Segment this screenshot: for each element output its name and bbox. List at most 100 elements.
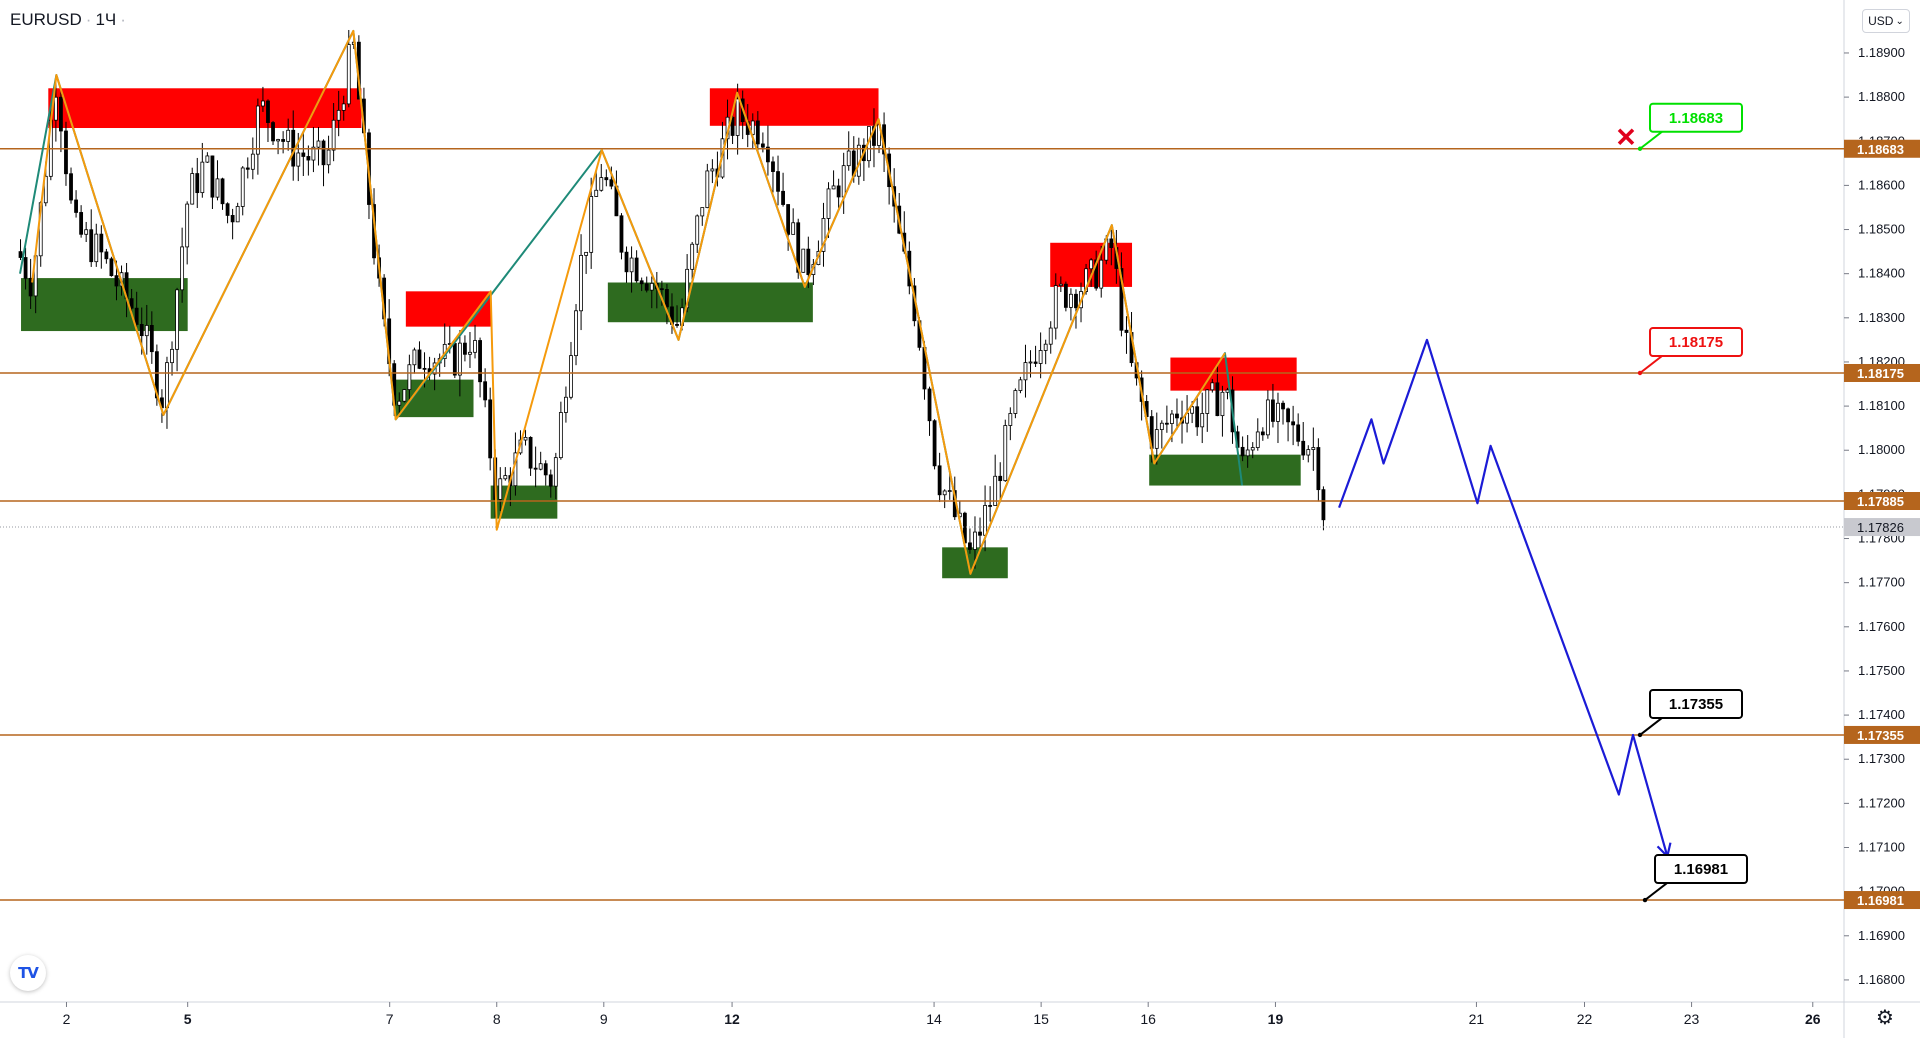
candle-body <box>74 199 78 213</box>
callout-label-4: 1.16981 <box>1674 861 1728 878</box>
candle-body <box>276 139 280 142</box>
candle-body <box>175 289 179 350</box>
x-tick-label-4: 9 <box>600 1011 608 1027</box>
level-tag-label-1: 1.18175 <box>1857 366 1904 381</box>
candle-body <box>18 251 23 258</box>
candle-body <box>690 243 695 270</box>
demand-zone-1 <box>21 278 188 332</box>
candle-body <box>271 122 275 142</box>
candle-body <box>1013 390 1018 414</box>
candle-body <box>296 152 301 167</box>
candle-body <box>245 167 250 170</box>
level-tag-1 <box>1844 363 1920 382</box>
candle-body <box>397 400 402 406</box>
callout-box-4 <box>1654 854 1748 885</box>
candle-body <box>79 212 84 235</box>
candle-body <box>983 505 987 536</box>
candle-body <box>766 146 770 163</box>
candle-body <box>488 399 493 459</box>
candle-body <box>1033 361 1038 364</box>
y-tick-label-17: 1.18500 <box>1858 222 1905 237</box>
demand-zone-6 <box>607 282 813 323</box>
candle-body <box>43 175 48 204</box>
candle-body <box>407 364 412 390</box>
y-tick-label-21: 1.18900 <box>1858 45 1905 60</box>
candle-body <box>659 288 664 291</box>
candle-body <box>806 248 811 275</box>
gear-icon[interactable]: ⚙ <box>1876 1005 1894 1029</box>
level-tag-label-3: 1.17355 <box>1857 728 1904 743</box>
candle-body <box>1260 431 1265 436</box>
candle-body <box>301 152 306 157</box>
candle-body <box>154 351 159 399</box>
candle-body <box>1255 431 1260 448</box>
candle-body <box>473 340 477 353</box>
level-tag-label-4: 1.16981 <box>1857 893 1904 908</box>
candle-body <box>346 44 351 105</box>
level-tag-3 <box>1844 725 1920 744</box>
candle-body <box>1240 446 1245 457</box>
candle-body <box>1190 406 1195 414</box>
candle-body <box>220 178 225 205</box>
y-tick-label-7: 1.17500 <box>1858 663 1905 678</box>
candle-body <box>1043 343 1048 351</box>
candle-body <box>564 396 568 413</box>
level-tag-2 <box>1844 492 1920 510</box>
chevron-down-icon: ⌄ <box>1895 15 1904 27</box>
candle-body <box>452 343 457 376</box>
currency-button[interactable]: USD ⌄ <box>1862 9 1910 33</box>
callout-box-0 <box>1649 102 1743 133</box>
candle-body <box>624 251 629 273</box>
candle-body <box>306 156 311 161</box>
candle-body <box>331 119 336 151</box>
candle-body <box>1018 379 1023 391</box>
candle-body <box>59 96 63 132</box>
candle-body <box>548 474 553 487</box>
candle-body <box>796 222 801 273</box>
x-tick-label-7: 15 <box>1033 1011 1049 1027</box>
supply-zone-5 <box>709 88 879 126</box>
candle-body <box>281 139 286 142</box>
y-tick-label-5: 1.17300 <box>1858 751 1905 766</box>
candle-body <box>165 362 169 409</box>
candle-body <box>23 257 28 279</box>
candle-body <box>69 173 73 201</box>
candle-body <box>1089 259 1094 270</box>
candle-body <box>649 283 654 291</box>
candle-body <box>498 478 503 500</box>
candle-body <box>200 161 205 194</box>
y-tick-label-12: 1.18000 <box>1858 442 1905 457</box>
candle-body <box>266 100 270 123</box>
candle-body <box>129 298 134 309</box>
candle-body <box>417 349 422 369</box>
candle-body <box>180 246 185 291</box>
candle-body <box>210 155 215 198</box>
candle-body <box>1048 327 1053 345</box>
candle-body <box>1084 268 1088 292</box>
candle-body <box>53 96 58 121</box>
candle-body <box>978 531 982 536</box>
candle-body <box>730 116 735 136</box>
candle-body <box>1321 489 1326 521</box>
demand-zone-10 <box>1149 454 1301 486</box>
candle-body <box>1286 408 1290 423</box>
separator-dot-trailing: · <box>120 10 126 29</box>
candle-body <box>1008 413 1013 426</box>
candle-body <box>629 257 634 273</box>
candle-body <box>1023 362 1028 381</box>
x-tick-label-10: 21 <box>1469 1011 1485 1027</box>
candle-body <box>205 155 210 163</box>
y-tick-label-9: 1.17700 <box>1858 575 1905 590</box>
candle-body <box>1291 421 1296 426</box>
candle-body <box>604 177 609 181</box>
candle-body <box>1164 422 1169 425</box>
candle-body <box>1038 350 1043 364</box>
candle-body <box>523 436 528 441</box>
candle-body <box>619 215 624 253</box>
candle-body <box>599 177 604 191</box>
tradingview-logo-icon[interactable]: TV <box>10 955 46 991</box>
candle-body <box>634 257 639 282</box>
candle-body <box>776 171 780 192</box>
callout-box-1 <box>1649 326 1743 357</box>
